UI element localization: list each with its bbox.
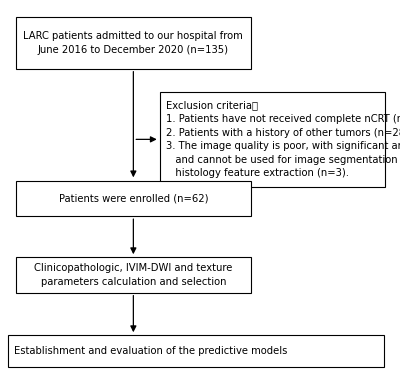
Text: LARC patients admitted to our hospital from
June 2016 to December 2020 (n=135): LARC patients admitted to our hospital f… — [24, 31, 243, 55]
FancyBboxPatch shape — [8, 335, 384, 367]
FancyBboxPatch shape — [160, 92, 385, 187]
Text: Exclusion criteria：
1. Patients have not received complete nCRT (n=42).
2. Patie: Exclusion criteria： 1. Patients have not… — [166, 100, 400, 179]
Text: Patients were enrolled (n=62): Patients were enrolled (n=62) — [59, 194, 208, 204]
Text: Establishment and evaluation of the predictive models: Establishment and evaluation of the pred… — [14, 346, 287, 356]
Text: Clinicopathologic, IVIM-DWI and texture
parameters calculation and selection: Clinicopathologic, IVIM-DWI and texture … — [34, 263, 232, 287]
FancyBboxPatch shape — [16, 17, 251, 69]
FancyBboxPatch shape — [16, 181, 251, 216]
FancyBboxPatch shape — [16, 257, 251, 293]
